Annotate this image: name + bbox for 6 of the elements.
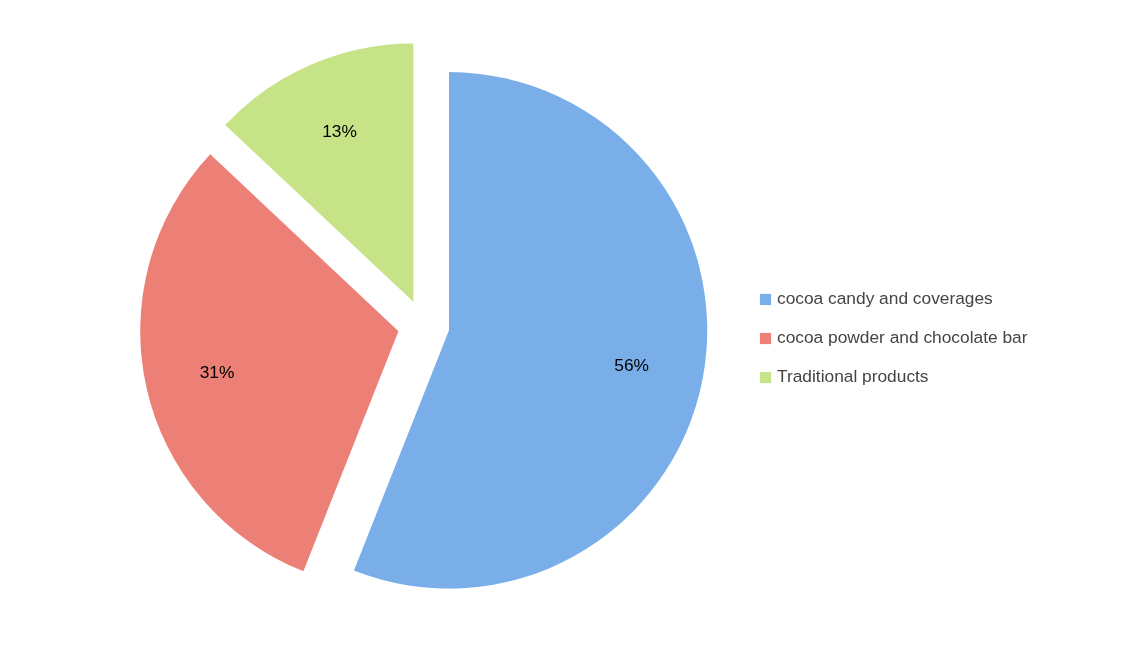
legend-label: cocoa powder and chocolate bar bbox=[777, 327, 1028, 348]
legend-label: cocoa candy and coverages bbox=[777, 288, 993, 309]
data-label: 31% bbox=[199, 361, 235, 382]
data-label: 56% bbox=[614, 355, 649, 376]
data-label: 13% bbox=[322, 121, 357, 142]
legend-label: Traditional products bbox=[777, 366, 929, 387]
